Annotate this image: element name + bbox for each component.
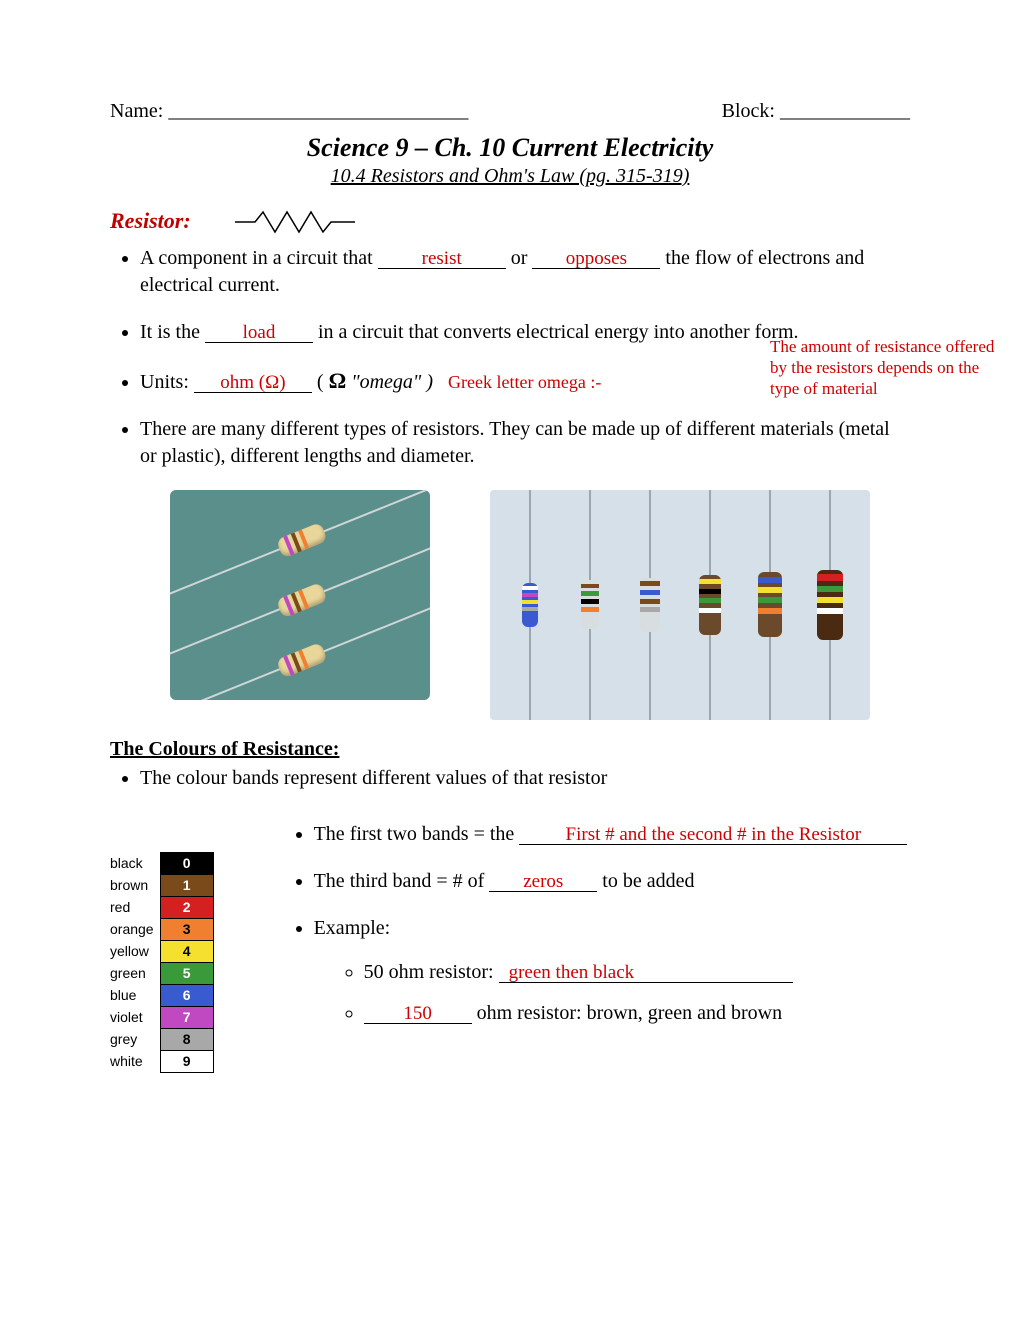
color-swatch: 5 bbox=[160, 962, 213, 984]
header-row: Name: ______________________________ Blo… bbox=[110, 100, 910, 123]
color-swatch: 8 bbox=[160, 1028, 213, 1050]
color-row: grey8 bbox=[110, 1028, 213, 1050]
text: A component in a circuit that bbox=[140, 247, 378, 269]
resistor-photo-2 bbox=[490, 490, 870, 720]
example-50-ohm: 50 ohm resistor: green then black bbox=[364, 961, 910, 984]
text: or bbox=[511, 247, 533, 269]
sub-example: Example: bbox=[314, 914, 910, 943]
resistor-symbol-icon bbox=[235, 210, 355, 239]
bullet-colour-bands: The colour bands represent different val… bbox=[140, 765, 910, 792]
bullet-component: A component in a circuit that resist or … bbox=[140, 245, 910, 299]
blank-ohm: ohm (Ω) bbox=[194, 373, 312, 393]
color-row: black0 bbox=[110, 852, 213, 874]
color-label: red bbox=[110, 896, 160, 918]
color-swatch: 1 bbox=[160, 874, 213, 896]
page-title: Science 9 – Ch. 10 Current Electricity bbox=[110, 133, 910, 163]
color-label: white bbox=[110, 1050, 160, 1072]
color-swatch: 3 bbox=[160, 918, 213, 940]
block-field: Block: _____________ bbox=[722, 100, 910, 123]
section-heading-resistor: Resistor: bbox=[110, 208, 191, 234]
blank-load: load bbox=[205, 323, 313, 343]
vertical-resistor bbox=[529, 490, 531, 720]
text: ohm resistor: brown, green and brown bbox=[477, 1002, 783, 1024]
color-row: blue6 bbox=[110, 984, 213, 1006]
handwritten-margin-note: The amount of resistance offered by the … bbox=[770, 336, 1000, 400]
resistor-heading-row: Resistor: bbox=[110, 208, 910, 239]
section-heading-colours: The Colours of Resistance: bbox=[110, 738, 910, 761]
blank-opposes: opposes bbox=[532, 249, 660, 269]
vertical-resistor bbox=[649, 490, 651, 720]
handwritten-note-inline: Greek letter omega :- bbox=[448, 372, 601, 392]
color-row: green5 bbox=[110, 962, 213, 984]
color-label: blue bbox=[110, 984, 160, 1006]
text: to be added bbox=[602, 870, 694, 892]
bullet-types: There are many different types of resist… bbox=[140, 416, 910, 470]
bullet-units: Units: ohm (Ω) ( Ω "omega" ) Greek lette… bbox=[140, 366, 910, 396]
color-row: yellow4 bbox=[110, 940, 213, 962]
blank-zeros: zeros bbox=[489, 872, 597, 892]
resistor-images-row bbox=[170, 490, 910, 720]
sub-third-band: The third band = # of zeros to be added bbox=[314, 867, 910, 896]
text: ( bbox=[317, 371, 329, 393]
color-label: orange bbox=[110, 918, 160, 940]
blank-150: 150 bbox=[364, 1004, 472, 1024]
color-swatch: 7 bbox=[160, 1006, 213, 1028]
resistor-photo-1 bbox=[170, 490, 430, 700]
text: It is the bbox=[140, 321, 205, 343]
block-label: Block: bbox=[722, 100, 775, 122]
vertical-resistor bbox=[589, 490, 591, 720]
color-row: brown1 bbox=[110, 874, 213, 896]
text: Units: bbox=[140, 371, 194, 393]
color-label: violet bbox=[110, 1006, 160, 1028]
text: 50 ohm resistor: bbox=[364, 961, 499, 983]
page-subtitle: 10.4 Resistors and Ohm's Law (pg. 315-31… bbox=[110, 165, 910, 188]
color-row: red2 bbox=[110, 896, 213, 918]
color-label: yellow bbox=[110, 940, 160, 962]
color-swatch: 0 bbox=[160, 852, 213, 874]
omega-icon: Ω bbox=[329, 368, 347, 393]
text: "omega" ) bbox=[351, 371, 433, 393]
text: The third band = # of bbox=[314, 870, 490, 892]
color-row: violet7 bbox=[110, 1006, 213, 1028]
color-label: brown bbox=[110, 874, 160, 896]
name-label: Name: bbox=[110, 100, 163, 122]
color-row: orange3 bbox=[110, 918, 213, 940]
vertical-resistor bbox=[769, 490, 771, 720]
color-label: black bbox=[110, 852, 160, 874]
blank-first-two: First # and the second # in the Resistor bbox=[519, 825, 907, 845]
example-150-ohm: 150 ohm resistor: brown, green and brown bbox=[364, 1002, 910, 1025]
text: The first two bands = the bbox=[314, 823, 520, 845]
color-code-table: black0brown1red2orange3yellow4green5blue… bbox=[110, 852, 214, 1073]
sub-first-two: The first two bands = the First # and th… bbox=[314, 820, 910, 849]
color-swatch: 6 bbox=[160, 984, 213, 1006]
color-label: grey bbox=[110, 1028, 160, 1050]
blank-green-black: green then black bbox=[499, 963, 793, 983]
color-swatch: 9 bbox=[160, 1050, 213, 1072]
blank-resist: resist bbox=[378, 249, 506, 269]
color-swatch: 2 bbox=[160, 896, 213, 918]
vertical-resistor bbox=[829, 490, 831, 720]
color-label: green bbox=[110, 962, 160, 984]
name-blank: ______________________________ bbox=[168, 100, 468, 122]
text: There are many different types of resist… bbox=[140, 418, 890, 467]
block-blank: _____________ bbox=[780, 100, 910, 122]
vertical-resistor bbox=[709, 490, 711, 720]
color-swatch: 4 bbox=[160, 940, 213, 962]
name-field: Name: ______________________________ bbox=[110, 100, 468, 123]
text: in a circuit that converts electrical en… bbox=[318, 321, 799, 343]
color-row: white9 bbox=[110, 1050, 213, 1072]
